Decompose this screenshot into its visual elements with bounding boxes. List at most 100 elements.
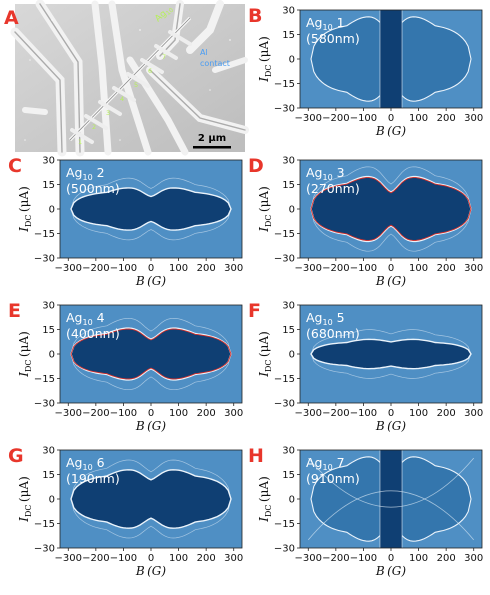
x-tick-label: 200 — [197, 408, 216, 419]
panel-letter: H — [248, 445, 264, 467]
panel-c: Ag10 2(500nm) −300 −200 −100 0 100 200 300 30 15 0… — [8, 155, 243, 288]
y-tick-label: −15 — [274, 519, 295, 530]
sample-length: (500nm) — [66, 181, 120, 196]
x-tick-label: −200 — [82, 553, 109, 564]
sample-label: Ag10 3 — [306, 165, 345, 182]
x-tick-label: 0 — [148, 408, 154, 419]
x-tick-label: −200 — [82, 263, 109, 274]
x-tick-label: −200 — [82, 408, 109, 419]
x-tick-label: 0 — [148, 263, 154, 274]
y-tick-label: 30 — [282, 6, 295, 17]
y-tick-label: −15 — [34, 229, 55, 240]
x-tick-label: −300 — [295, 113, 322, 124]
x-tick-label: −100 — [110, 553, 137, 564]
sample-label: Ag10 2 — [66, 165, 105, 182]
sample-length: (910nm) — [306, 471, 360, 486]
panel-b: Ag10 1(580nm) −300 −200 −100 0 100 200 300 30 15 0… — [248, 5, 483, 138]
y-tick-label: 0 — [289, 495, 295, 506]
x-tick-label: 300 — [464, 263, 483, 274]
contact-label-contact: contact — [200, 59, 230, 68]
panel-letter: B — [248, 5, 262, 27]
panel-e: Ag10 4(400nm) −300 −200 −100 0 100 200 300 30 15 0… — [8, 300, 243, 433]
contact-label-al: Al — [200, 48, 208, 57]
panel-f: Ag10 5(680nm) −300 −200 −100 0 100 200 300 30 15 0… — [248, 300, 483, 433]
colormap — [300, 450, 482, 548]
panel-letter: G — [8, 445, 24, 467]
x-tick-label: 100 — [169, 408, 188, 419]
x-tick-label: 200 — [437, 553, 456, 564]
segment-number: 5 — [134, 81, 138, 89]
x-tick-label: 200 — [197, 263, 216, 274]
x-tick-label: −300 — [295, 408, 322, 419]
x-tick-label: 300 — [224, 408, 243, 419]
x-tick-label: −300 — [295, 553, 322, 564]
y-tick-label: −15 — [34, 519, 55, 530]
x-tick-label: 100 — [409, 113, 428, 124]
x-tick-label: −300 — [55, 408, 82, 419]
y-tick-label: 15 — [282, 470, 295, 481]
colormap — [300, 160, 482, 258]
y-tick-label: 15 — [42, 325, 55, 336]
x-tick-label: −100 — [350, 113, 377, 124]
x-tick-label: −200 — [322, 408, 349, 419]
y-tick-label: 15 — [42, 180, 55, 191]
scale-bar-label: 2 µm — [198, 133, 226, 144]
x-axis-label: B (G) — [375, 419, 406, 433]
panel-letter: D — [248, 155, 264, 177]
sample-label: Ag10 5 — [306, 310, 345, 327]
x-tick-label: 0 — [388, 263, 394, 274]
sample-label: Ag10 1 — [306, 15, 345, 32]
panel-d: Ag10 3(270nm) −300 −200 −100 0 100 200 300 30 15 0… — [248, 155, 483, 288]
x-tick-label: 300 — [224, 553, 243, 564]
sample-length: (680nm) — [306, 326, 360, 341]
segment-number: 2 — [92, 123, 96, 131]
sem-contacts — [70, 30, 192, 144]
y-tick-label: 30 — [282, 156, 295, 167]
y-tick-label: −15 — [274, 79, 295, 90]
colormap — [60, 305, 242, 403]
y-axis-label: IDC (μA) — [257, 476, 273, 523]
y-tick-label: 0 — [49, 350, 55, 361]
y-axis-label: IDC (μA) — [17, 476, 33, 523]
sample-length: (270nm) — [306, 181, 360, 196]
x-axis-label: B (G) — [375, 124, 406, 138]
x-tick-label: 200 — [437, 263, 456, 274]
sample-label: Ag10 7 — [306, 455, 345, 472]
x-tick-label: 100 — [169, 553, 188, 564]
y-tick-label: −30 — [34, 254, 55, 265]
panel-letter: F — [248, 300, 261, 322]
panel-letter-a: A — [4, 7, 19, 29]
sample-length: (190nm) — [66, 471, 120, 486]
sample-label: Ag10 6 — [66, 455, 105, 472]
y-tick-label: 0 — [49, 205, 55, 216]
x-tick-label: 300 — [224, 263, 243, 274]
colormap — [60, 160, 242, 258]
x-axis-label: B (G) — [135, 564, 166, 578]
y-tick-label: −30 — [34, 544, 55, 555]
y-axis-label: IDC (μA) — [17, 186, 33, 233]
x-tick-label: −300 — [55, 263, 82, 274]
y-axis-label: IDC (μA) — [257, 36, 273, 83]
scale-bar — [193, 146, 231, 149]
x-tick-label: −300 — [55, 553, 82, 564]
segment-number: 4 — [120, 95, 124, 103]
colormap — [60, 450, 242, 548]
x-tick-label: 0 — [148, 553, 154, 564]
segment-number: 6 — [148, 67, 152, 75]
colormap — [300, 10, 482, 108]
y-tick-label: −30 — [274, 104, 295, 115]
x-tick-label: −100 — [350, 263, 377, 274]
y-tick-label: −15 — [34, 374, 55, 385]
segment-number: 3 — [106, 109, 110, 117]
x-tick-label: 100 — [169, 263, 188, 274]
x-tick-label: 200 — [197, 553, 216, 564]
x-tick-label: 100 — [409, 553, 428, 564]
y-tick-label: 30 — [42, 446, 55, 457]
segment-number: 1 — [78, 138, 82, 146]
y-tick-label: 30 — [282, 446, 295, 457]
y-tick-label: 15 — [282, 325, 295, 336]
y-tick-label: 0 — [289, 350, 295, 361]
x-axis-label: B (G) — [375, 564, 406, 578]
y-tick-label: −15 — [274, 374, 295, 385]
